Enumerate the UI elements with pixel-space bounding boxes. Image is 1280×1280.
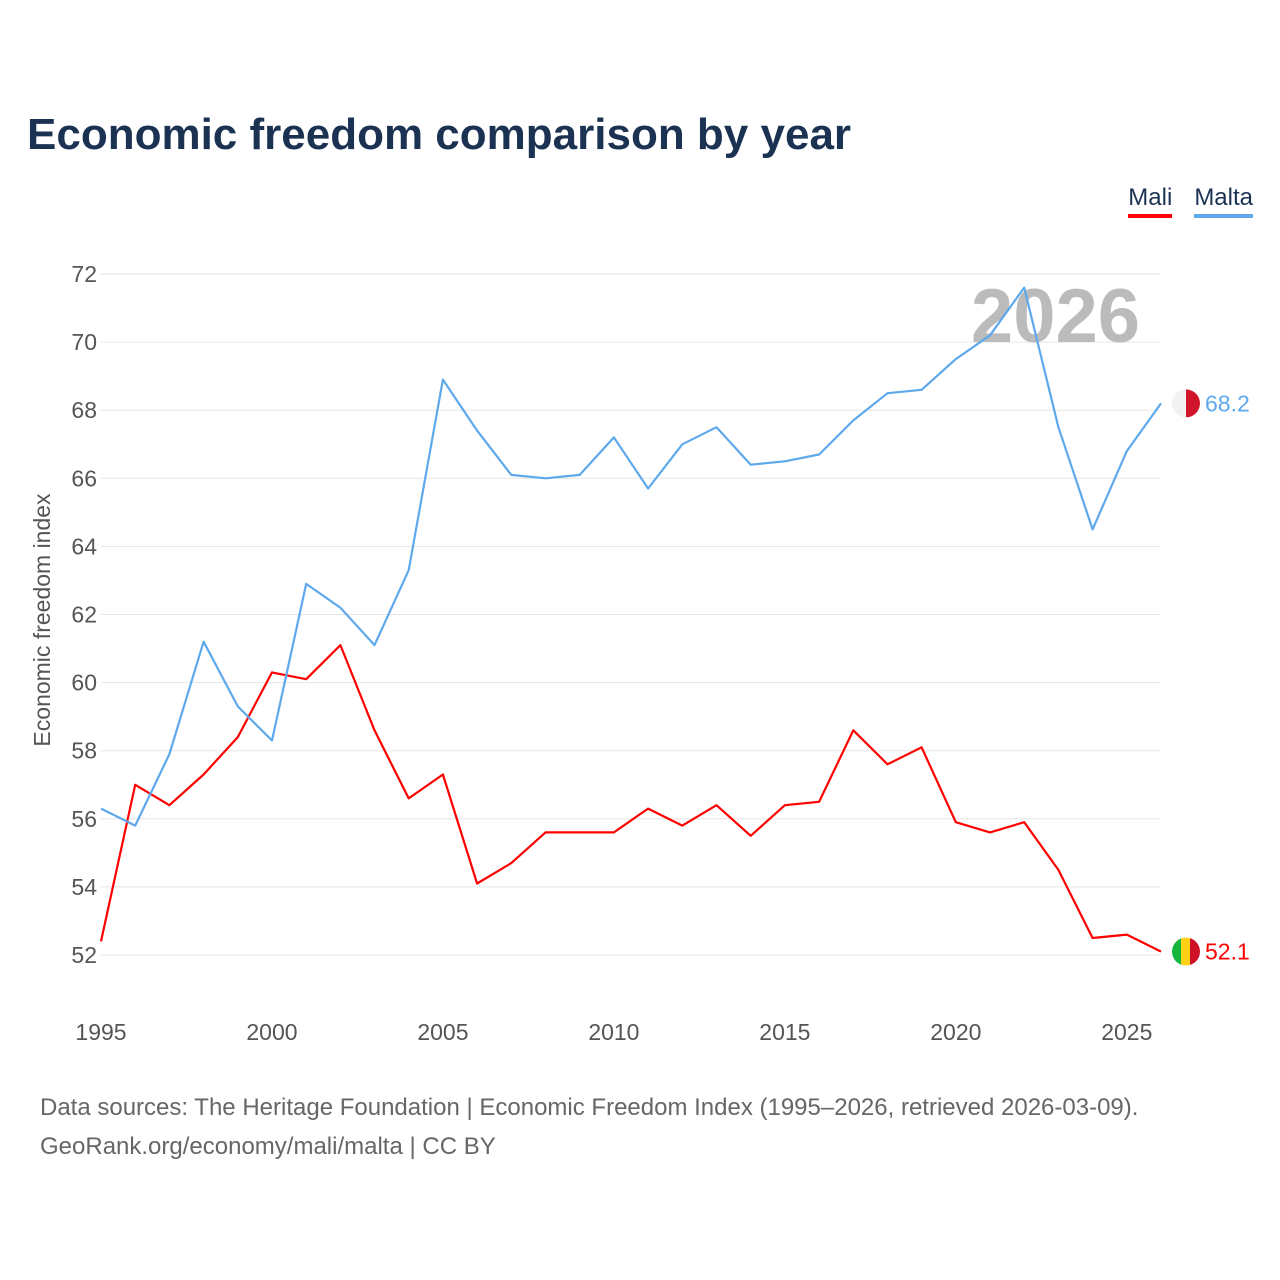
- y-tick-label: 58: [71, 738, 97, 764]
- watermark-year: 2026: [971, 274, 1140, 359]
- line-chart: 52 54 56 58 60 62 64 66 68 70 72 1995 2000 2005 2010 20…: [29, 261, 1250, 1045]
- malta-flag-icon: [1172, 389, 1200, 418]
- y-tick-label: 52: [71, 942, 97, 968]
- y-tick-label: 70: [71, 329, 97, 355]
- end-value-label-malta: 68.2: [1205, 390, 1250, 416]
- y-tick-label: 64: [71, 533, 97, 559]
- x-tick-label: 2000: [246, 1019, 297, 1045]
- chart-title: Economic freedom comparison by year: [27, 110, 852, 159]
- legend-item-mali[interactable]: Mali: [1128, 184, 1173, 218]
- y-tick-label: 60: [71, 670, 97, 696]
- source-line-2[interactable]: GeoRank.org/economy/mali/malta | CC BY: [40, 1133, 496, 1160]
- y-tick-label: 54: [71, 874, 97, 900]
- flag-red: [1190, 937, 1200, 966]
- y-axis-label: Economic freedom index: [29, 493, 55, 747]
- x-tick-label: 1995: [75, 1019, 126, 1045]
- x-tick-label: 2020: [930, 1019, 981, 1045]
- series-line-mali: [99, 643, 1162, 953]
- legend-item-malta[interactable]: Malta: [1194, 184, 1253, 218]
- mali-flag-icon: [1172, 937, 1200, 966]
- source-note: Data sources: The Heritage Foundation | …: [40, 1088, 1138, 1166]
- flag-red: [1186, 389, 1200, 418]
- y-tick-label: 62: [71, 602, 97, 628]
- end-value-label-mali: 52.1: [1205, 939, 1250, 965]
- series-line-malta: [100, 286, 1162, 827]
- x-tick-label: 2025: [1101, 1019, 1152, 1045]
- x-tick-label: 2005: [417, 1019, 468, 1045]
- flag-yellow: [1181, 937, 1191, 966]
- y-tick-label: 56: [71, 806, 97, 832]
- y-tick-label: 68: [71, 397, 97, 423]
- x-tick-label: 2015: [759, 1019, 810, 1045]
- y-tick-label: 72: [71, 261, 97, 287]
- flag-green: [1172, 937, 1182, 966]
- legend: Mali Malta: [1128, 184, 1253, 218]
- flag-white: [1172, 389, 1186, 418]
- x-tick-label: 2010: [588, 1019, 639, 1045]
- y-tick-label: 66: [71, 465, 97, 491]
- source-line-1: Data sources: The Heritage Foundation | …: [40, 1094, 1139, 1121]
